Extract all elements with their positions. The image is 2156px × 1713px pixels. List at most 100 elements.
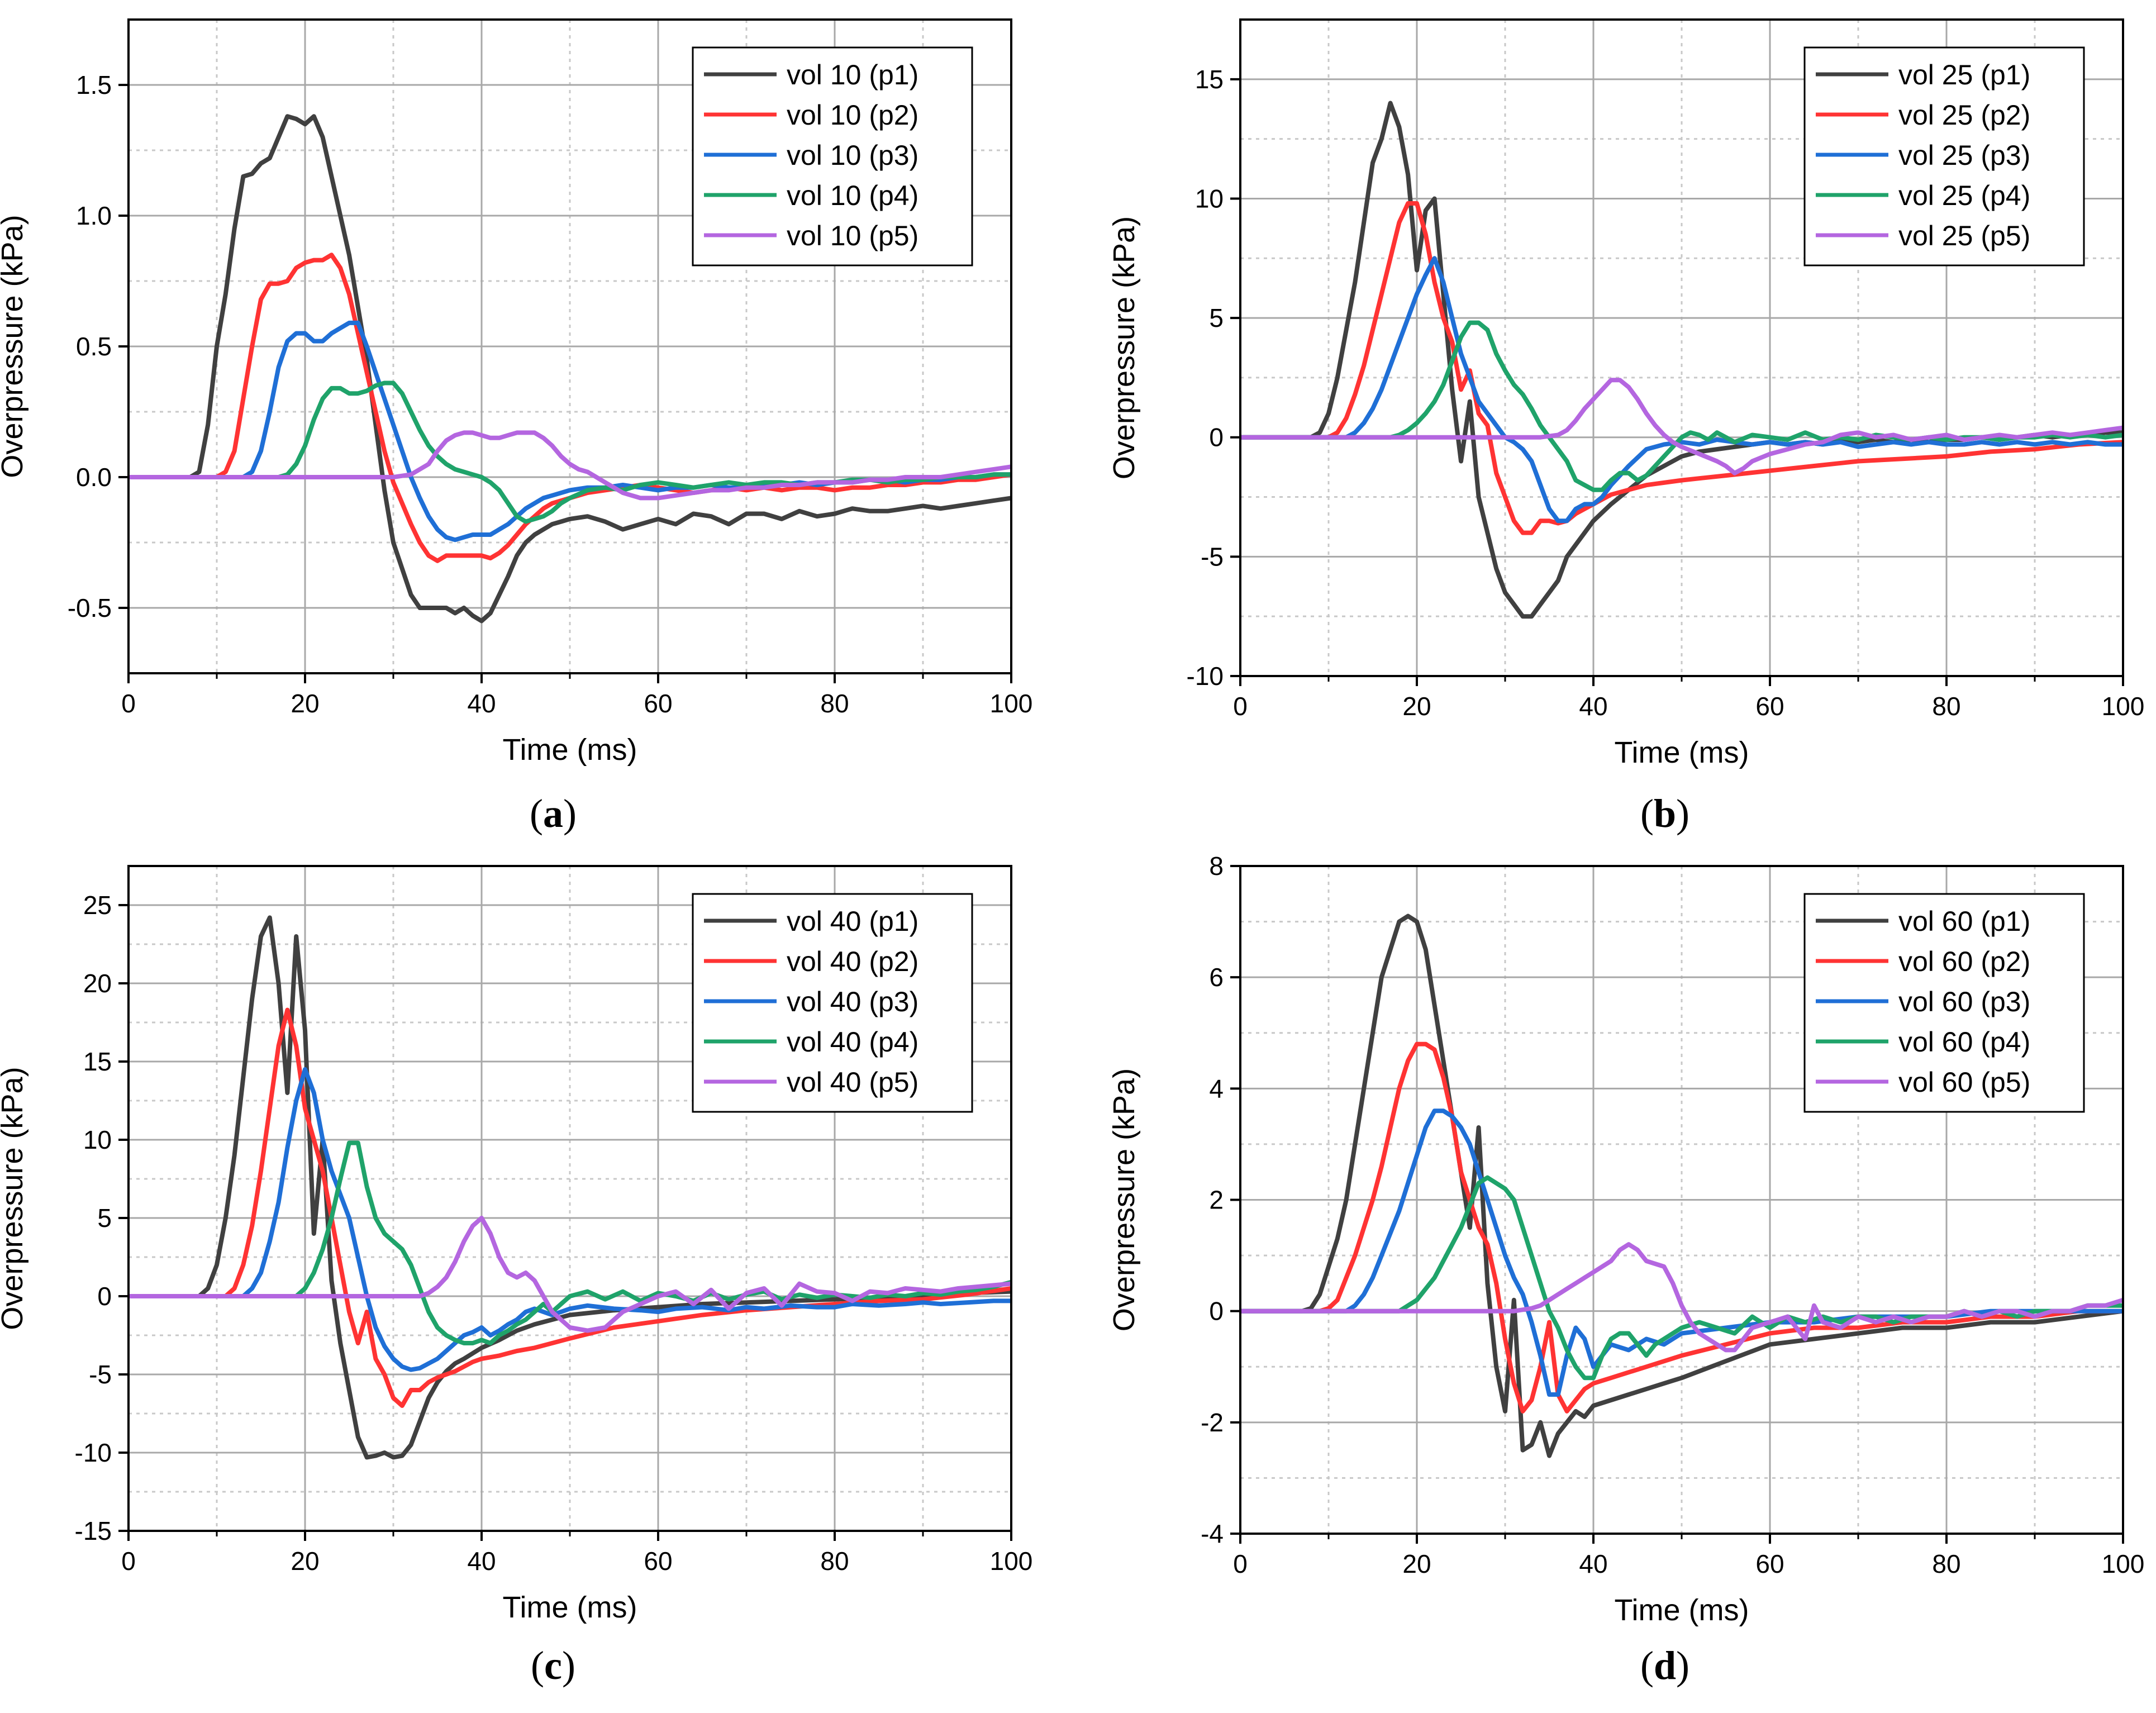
legend: vol 25 (p1) vol 25 (p2) vol 25 (p3) vol 25 … [1803,46,2085,267]
y-tick-label: -5 [89,1360,112,1389]
y-tick-label: -4 [1201,1519,1224,1548]
x-axis-label: Time (ms) [503,1591,637,1624]
legend-label-p5: vol 10 (p5) [787,220,918,251]
legend-label-p3: vol 25 (p3) [1898,140,2030,171]
legend-label-p2: vol 60 (p2) [1898,946,2030,977]
y-tick-label: 20 [83,969,112,998]
y-tick-label: 0 [1209,1297,1224,1326]
legend-label-p3: vol 60 (p3) [1898,986,2030,1017]
y-tick-label: 0.0 [76,463,112,492]
panel-caption: (d) [1640,1643,1689,1688]
y-tick-label: -0.5 [68,593,112,622]
series-line-p2 [128,253,1011,563]
legend-label-p4: vol 60 (p4) [1898,1026,2030,1058]
x-tick-label: 60 [1755,1549,1784,1578]
y-tick-label: 4 [1209,1074,1224,1103]
y-tick-label: 6 [1209,963,1224,992]
series-line-p3 [1240,256,2123,524]
x-tick-label: 100 [2102,692,2145,721]
x-axis-label: Time (ms) [1615,1593,1749,1627]
x-tick-label: 100 [2102,1549,2145,1578]
y-axis-label: Overpressure (kPa) [1107,1068,1141,1331]
series-line-p5 [1240,378,2123,475]
y-tick-label: -15 [75,1516,112,1545]
x-tick-label: 0 [121,689,136,718]
legend: vol 10 (p1) vol 10 (p2) vol 10 (p3) vol 10 … [692,46,973,267]
x-tick-label: 80 [1932,692,1960,721]
y-tick-label: -10 [75,1438,112,1467]
x-tick-label: 40 [467,1547,496,1576]
legend-label-p1: vol 25 (p1) [1898,59,2030,91]
y-tick-label: 25 [83,891,112,920]
x-tick-label: 0 [1233,1549,1248,1578]
series-line-p5 [128,430,1011,501]
x-tick-label: 60 [1755,692,1784,721]
legend-label-p5: vol 25 (p5) [1898,220,2030,251]
y-axis-label: Overpressure (kPa) [0,1067,29,1330]
x-tick-label: 60 [644,689,672,718]
x-tick-label: 20 [291,689,319,718]
x-tick-label: 100 [990,689,1033,718]
series-line-p4 [1240,320,2123,492]
legend-label-p1: vol 60 (p1) [1898,906,2030,937]
y-tick-label: 5 [1209,303,1224,332]
x-axis-label: Time (ms) [503,733,637,767]
y-tick-label: 1.5 [76,70,112,99]
legend-label-p1: vol 40 (p1) [787,906,918,937]
chart-panel-a: 0 20 40 60 80 100 -0.5 0.0 0.5 1.0 1.5 Time (ms) Ove… [0,18,1033,836]
legend-label-p4: vol 40 (p4) [787,1026,918,1058]
y-tick-label: 10 [1195,184,1224,213]
panel-caption: (a) [530,791,577,836]
series-line-p5 [1240,1242,2123,1353]
y-tick-label: 15 [1195,65,1224,94]
legend-label-p3: vol 40 (p3) [787,986,918,1017]
x-tick-label: 0 [1233,692,1248,721]
y-tick-label: 15 [83,1047,112,1076]
series-line-p1 [128,114,1011,624]
x-tick-label: 40 [1579,692,1607,721]
legend-label-p5: vol 40 (p5) [787,1067,918,1098]
chart-panel-b: 0 20 40 60 80 100 -10 -5 0 5 10 15 Time (ms) Overpres… [1107,18,2145,836]
legend-label-p2: vol 25 (p2) [1898,99,2030,131]
legend-label-p2: vol 40 (p2) [787,946,918,977]
y-tick-label: 5 [97,1203,112,1233]
x-tick-label: 40 [467,689,496,718]
panel-caption: (c) [531,1643,575,1688]
chart-panel-d: 0 20 40 60 80 100 -4 -2 0 2 4 6 8 Time (ms) Overpressu… [1107,851,2144,1688]
x-tick-label: 20 [291,1547,319,1576]
legend-label-p4: vol 10 (p4) [787,180,918,211]
y-tick-label: -2 [1201,1408,1224,1437]
panel-caption: (b) [1640,791,1689,836]
x-tick-label: 60 [644,1547,672,1576]
series-line-p2 [1240,1041,2123,1414]
x-tick-label: 20 [1402,1549,1431,1578]
x-axis-label: Time (ms) [1615,736,1749,769]
x-tick-label: 80 [820,1547,849,1576]
x-tick-label: 100 [990,1547,1033,1576]
y-tick-label: 1.0 [76,201,112,230]
y-tick-label: 2 [1209,1186,1224,1215]
x-tick-label: 80 [1932,1549,1960,1578]
x-tick-label: 0 [121,1547,136,1576]
x-tick-label: 20 [1402,692,1431,721]
legend-label-p1: vol 10 (p1) [787,59,918,91]
y-axis-label: Overpressure (kPa) [1107,216,1141,479]
legend-label-p2: vol 10 (p2) [787,99,918,131]
series-line-p1 [1240,101,2123,619]
y-tick-label: -5 [1201,542,1224,571]
legend-label-p5: vol 60 (p5) [1898,1067,2030,1098]
y-tick-label: 0 [1209,423,1224,452]
series-line-p3 [128,1067,1011,1372]
x-tick-label: 80 [820,689,849,718]
y-tick-label: 0 [97,1282,112,1311]
legend: vol 60 (p1) vol 60 (p2) vol 60 (p3) vol 60 … [1803,893,2085,1113]
y-tick-label: 10 [83,1125,112,1154]
y-tick-label: 8 [1209,851,1224,881]
series-line-p5 [128,1216,1011,1333]
series-line-p1 [128,915,1011,1460]
legend: vol 40 (p1) vol 40 (p2) vol 40 (p3) vol 40 … [692,893,973,1113]
series-line-p2 [1240,201,2123,535]
y-tick-label: -10 [1187,662,1224,691]
series-line-p2 [128,1007,1011,1408]
